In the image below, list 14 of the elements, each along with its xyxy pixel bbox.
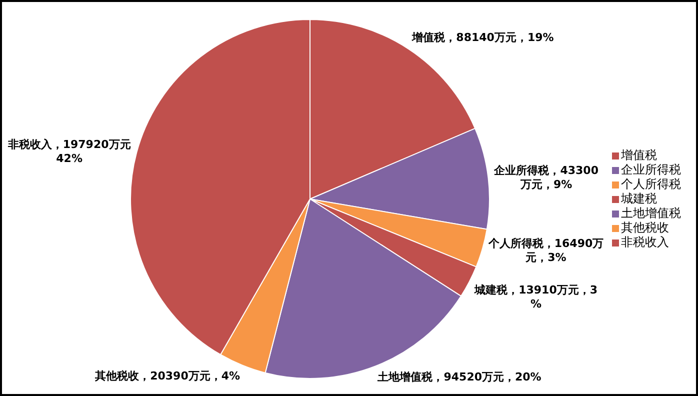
legend-label: 非税收入 [621, 235, 669, 250]
legend-label: 增值税 [620, 148, 657, 162]
data-label: 非税收入，197920万元42% [6, 138, 131, 166]
data-label: 个人所得税，16490万元，3% [487, 236, 604, 264]
data-label: 其他税收，20390万元，4% [94, 370, 240, 383]
legend-label: 其他税收 [621, 220, 669, 235]
data-label: 城建税，13910万元，3% [474, 283, 598, 310]
legend-label: 个人所得税 [621, 177, 681, 192]
legend-label: 城建税 [620, 192, 657, 206]
legend-label: 土地增值税 [621, 206, 681, 220]
legend-label: 企业所得税 [621, 162, 681, 177]
data-label: 增值税，88140万元，19% [411, 31, 554, 44]
data-label: 土地增值税，94520万元，20% [376, 370, 542, 384]
data-label: 企业所得税，43300万元，9% [493, 164, 599, 192]
